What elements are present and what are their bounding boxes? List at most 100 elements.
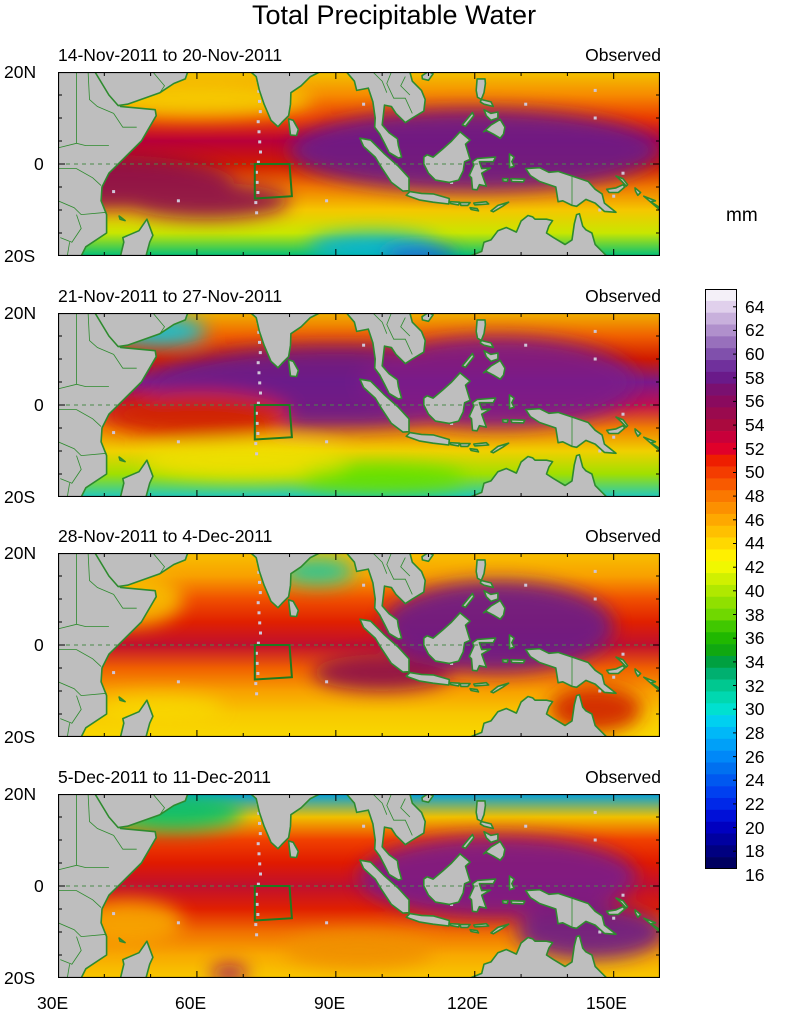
land-new-guinea — [524, 166, 617, 214]
colorbar-cell — [705, 738, 737, 751]
missing-data-dot — [258, 862, 262, 866]
country-border — [113, 354, 137, 369]
panel-1-observed-label: Observed — [585, 45, 661, 65]
tpw-blob — [122, 182, 290, 220]
country-border — [400, 76, 411, 96]
land-bali-lombok — [448, 922, 461, 928]
missing-data-dot — [255, 180, 259, 184]
colorbar-cell — [705, 596, 737, 609]
colorbar-cell — [705, 655, 737, 669]
land-sumbawa — [459, 682, 471, 688]
missing-data-dot — [259, 391, 262, 395]
land-madagascar — [119, 940, 154, 978]
country-border — [113, 594, 137, 609]
land-java — [405, 912, 451, 927]
missing-data-dot — [257, 89, 261, 93]
country-border — [58, 200, 107, 216]
land-philippines-n — [475, 78, 495, 108]
land-sri-lanka — [287, 599, 300, 618]
colorbar-cell — [705, 561, 737, 574]
country-border — [87, 794, 114, 836]
colorbar-cell — [705, 502, 737, 515]
land-mindanao — [482, 840, 506, 861]
colorbar-cell — [705, 715, 737, 728]
missing-data-dot — [256, 641, 260, 645]
missing-data-dot — [257, 570, 261, 574]
missing-data-dot — [325, 440, 329, 444]
land-philippines-c — [483, 349, 499, 363]
missing-data-dot — [593, 597, 597, 601]
land-sulawesi — [468, 637, 497, 672]
country-border — [60, 695, 82, 724]
country-border — [113, 113, 137, 128]
land-australia — [450, 453, 608, 497]
land-madagascar — [119, 218, 154, 256]
country-border — [58, 623, 77, 630]
country-border — [58, 142, 77, 149]
missing-data-dot — [258, 351, 262, 355]
country-border — [60, 936, 82, 965]
country-border — [386, 553, 413, 595]
country-border — [152, 72, 165, 93]
missing-data-dot — [524, 343, 528, 347]
land-flores — [472, 681, 490, 687]
colorbar-label-44: 44 — [745, 533, 765, 554]
missing-data-dot — [254, 923, 258, 927]
land-new-britain — [605, 664, 626, 675]
colorbar-label-38: 38 — [745, 604, 765, 625]
colorbar-label-18: 18 — [745, 841, 765, 862]
missing-data-dot — [325, 199, 329, 203]
missing-data-dot — [256, 882, 260, 886]
lon-label-30e: 30E — [37, 993, 69, 1013]
land-bougainville — [634, 187, 642, 197]
country-border — [386, 794, 413, 836]
land-palawan — [461, 592, 475, 609]
land-se-asia — [345, 313, 427, 400]
country-border — [152, 553, 165, 574]
colorbar-cell — [705, 324, 737, 337]
land-new-ireland — [615, 175, 629, 187]
colorbar-cell — [705, 348, 737, 361]
colorbar-label-52: 52 — [745, 438, 765, 459]
land-buru — [501, 658, 509, 664]
land-sulawesi — [468, 156, 497, 191]
missing-data-dot — [612, 435, 616, 439]
missing-data-dot — [176, 199, 180, 203]
colorbar-cell — [705, 797, 737, 811]
country-border — [58, 922, 107, 938]
land-arabia — [94, 313, 189, 348]
colorbar-label-32: 32 — [745, 675, 765, 696]
missing-data-dot — [593, 569, 597, 573]
colorbar-cell — [705, 371, 737, 384]
missing-data-dot — [254, 201, 258, 205]
land-halmahera — [508, 875, 515, 891]
country-border — [66, 483, 70, 497]
land-buru — [501, 418, 509, 424]
missing-data-dot — [112, 190, 116, 194]
panel-3-lat-20s: 20S — [4, 727, 36, 747]
missing-data-dot — [593, 810, 597, 814]
land-mindanao — [482, 118, 506, 139]
tpw-blob — [104, 391, 290, 438]
missing-data-dot — [362, 102, 366, 106]
missing-data-dot — [612, 194, 616, 198]
missing-data-dot — [362, 583, 366, 587]
colorbar-cell — [705, 289, 737, 302]
missing-data-dot — [593, 88, 597, 92]
land-halmahera — [508, 394, 515, 410]
country-border — [58, 649, 102, 667]
panel-3-observed-label: Observed — [585, 526, 661, 546]
missing-data-dot — [258, 381, 262, 385]
missing-data-dot — [112, 671, 116, 675]
missing-data-dot — [258, 832, 262, 836]
missing-data-dot — [258, 580, 261, 584]
country-border — [372, 553, 388, 574]
panel-1-date-range: 14-Nov-2011 to 20-Nov-2011 — [58, 45, 283, 65]
colorbar-cell — [705, 312, 737, 325]
colorbar-cell — [705, 537, 737, 550]
land-new-guinea — [524, 647, 617, 695]
missing-data-dot — [256, 913, 260, 916]
missing-data-dot — [254, 411, 258, 415]
missing-data-dot — [593, 838, 597, 842]
land-new-ireland — [615, 416, 629, 428]
